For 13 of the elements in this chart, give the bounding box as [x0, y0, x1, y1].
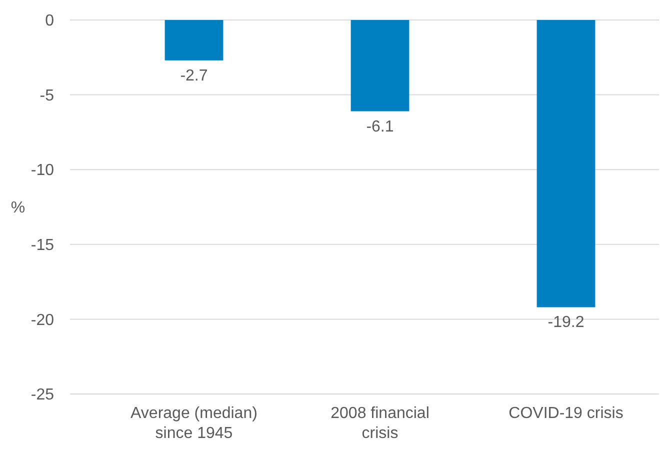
y-tick-label: -15: [30, 237, 54, 254]
y-tick-label: -10: [30, 162, 54, 180]
data-label: -6.1: [366, 118, 394, 136]
data-label: -19.2: [548, 314, 584, 332]
y-axis-title: %: [10, 200, 26, 217]
y-tick-label: -20: [30, 312, 54, 329]
x-tick-label: Average (median) since 1945: [130, 405, 258, 442]
x-tick-label: 2008 financial crisis: [330, 405, 430, 442]
y-tick-label: 0: [45, 12, 54, 30]
y-tick-label: -25: [30, 386, 54, 404]
data-label: -2.7: [180, 67, 208, 84]
x-tick-label: COVID-19 crisis: [508, 405, 624, 422]
y-tick-label: -5: [40, 87, 54, 104]
